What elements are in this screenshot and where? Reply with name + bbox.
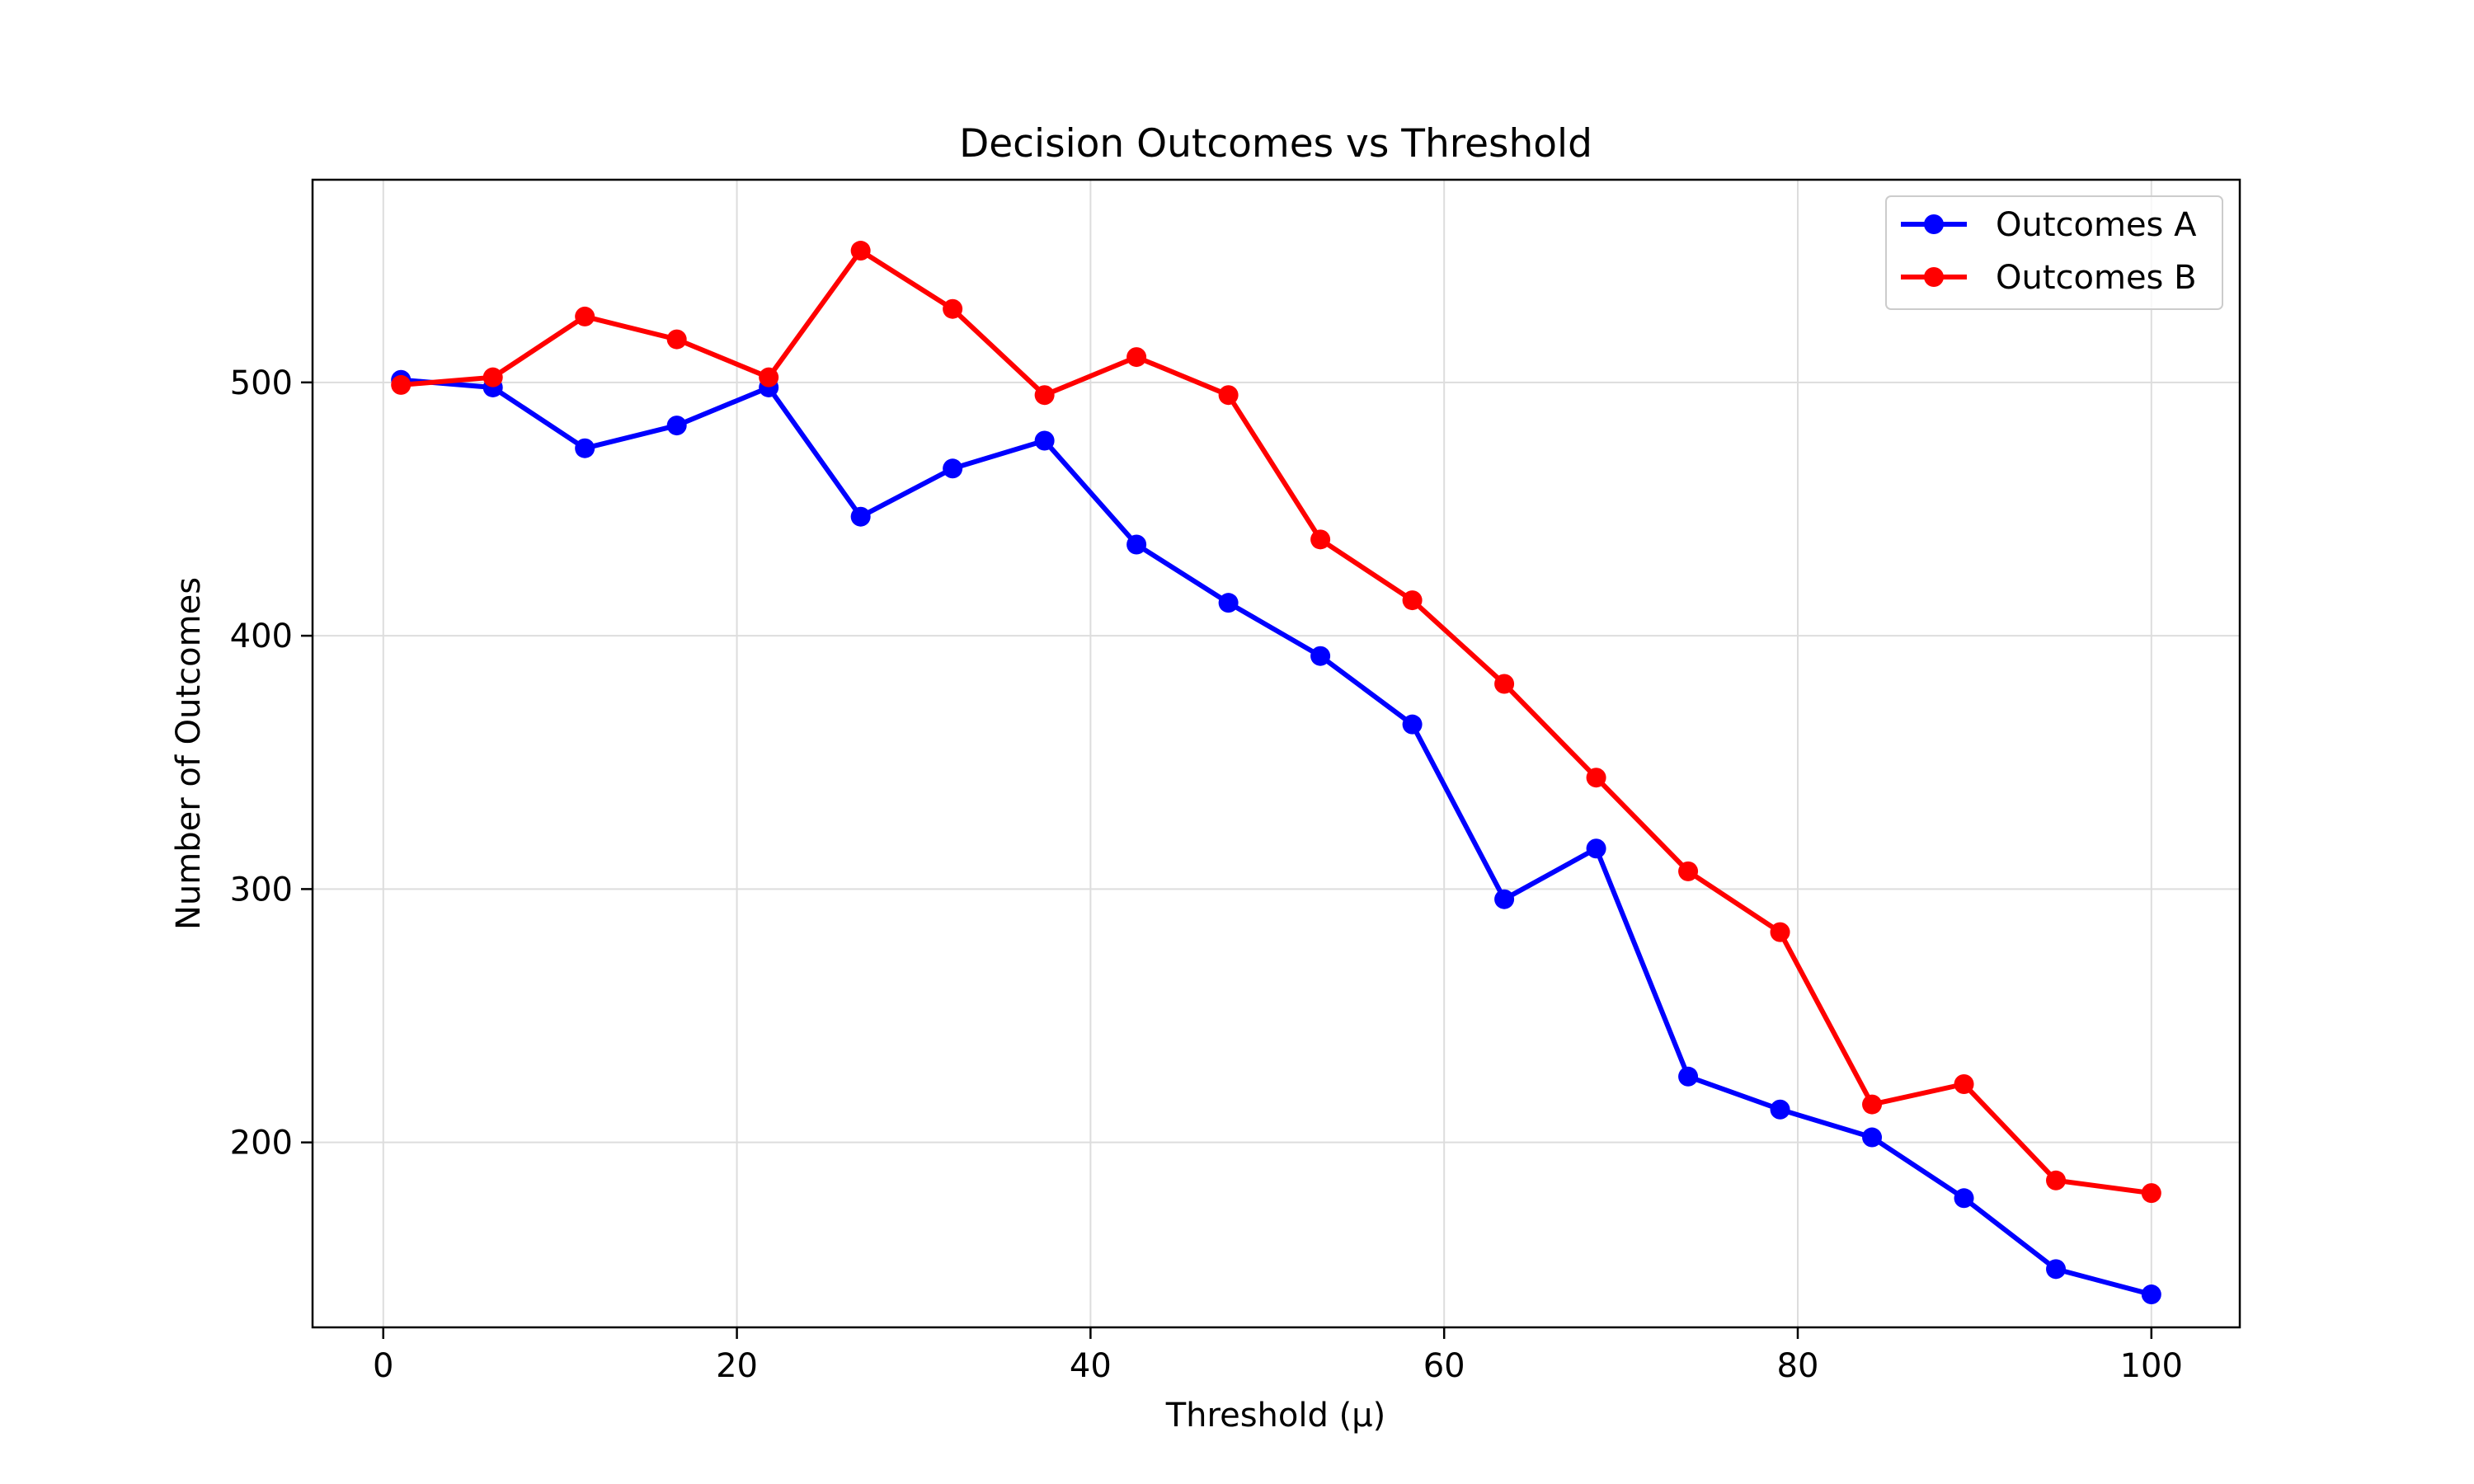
data-point xyxy=(2141,1284,2161,1305)
data-point xyxy=(666,329,687,350)
data-point xyxy=(1310,646,1331,666)
data-point xyxy=(1586,838,1606,859)
axis-ticks: 0 20 40 60 80 100 200 300 400 500 xyxy=(230,364,2183,1385)
data-point xyxy=(1126,347,1147,368)
data-point xyxy=(1126,534,1147,555)
y-axis-label: Number of Outcomes xyxy=(170,577,208,930)
data-point xyxy=(2046,1170,2067,1190)
x-tick-label: 40 xyxy=(1070,1347,1112,1385)
data-point xyxy=(1494,889,1515,909)
data-point xyxy=(575,306,595,326)
x-axis-label: Threshold (μ) xyxy=(1165,1397,1386,1435)
data-point xyxy=(943,298,963,319)
data-point xyxy=(1034,430,1055,451)
data-point xyxy=(1862,1127,1883,1148)
legend-box xyxy=(1885,195,2223,310)
series-a xyxy=(391,369,2161,1305)
data-point xyxy=(1310,529,1331,550)
data-point xyxy=(1770,922,1790,942)
grid-lines xyxy=(313,180,2240,1327)
data-point xyxy=(482,367,503,387)
x-tick-label: 100 xyxy=(2120,1347,2183,1385)
data-point xyxy=(1678,1066,1699,1087)
y-tick-label: 400 xyxy=(230,618,293,655)
data-point xyxy=(1954,1188,1974,1209)
data-point xyxy=(1862,1094,1883,1115)
legend-label: Outcomes A xyxy=(1996,206,2197,244)
x-tick-label: 60 xyxy=(1423,1347,1465,1385)
series-group xyxy=(391,241,2161,1305)
y-tick-label: 500 xyxy=(230,364,293,402)
data-point xyxy=(850,241,871,261)
data-point xyxy=(1402,714,1423,735)
plot-frame xyxy=(311,178,2241,1329)
legend-label: Outcomes B xyxy=(1996,259,2197,297)
series-b xyxy=(391,241,2161,1204)
data-point xyxy=(943,458,963,479)
data-point xyxy=(1402,590,1423,611)
data-point xyxy=(1218,385,1239,406)
y-tick-label: 200 xyxy=(230,1125,293,1162)
data-point xyxy=(759,367,779,387)
data-point xyxy=(1678,861,1699,881)
x-tick-label: 0 xyxy=(373,1347,393,1385)
data-point xyxy=(2046,1259,2067,1280)
data-point xyxy=(391,374,412,395)
chart-title: Decision Outcomes vs Threshold xyxy=(959,121,1592,167)
legend-marker xyxy=(1924,267,1944,287)
series-line xyxy=(400,377,2152,1297)
x-tick-label: 20 xyxy=(716,1347,758,1385)
data-point xyxy=(1586,768,1606,788)
legend-marker xyxy=(1924,214,1944,234)
data-point xyxy=(1770,1099,1790,1120)
data-point xyxy=(2141,1183,2161,1204)
data-point xyxy=(850,506,871,527)
x-tick-label: 80 xyxy=(1777,1347,1819,1385)
data-point xyxy=(1494,674,1515,694)
legend: Outcomes A Outcomes B xyxy=(1885,195,2223,310)
data-point xyxy=(1218,593,1239,613)
data-point xyxy=(1034,385,1055,406)
data-point xyxy=(666,416,687,436)
data-point xyxy=(575,438,595,458)
y-tick-label: 300 xyxy=(230,871,293,909)
series-line xyxy=(400,248,2152,1196)
data-point xyxy=(1954,1074,1974,1095)
